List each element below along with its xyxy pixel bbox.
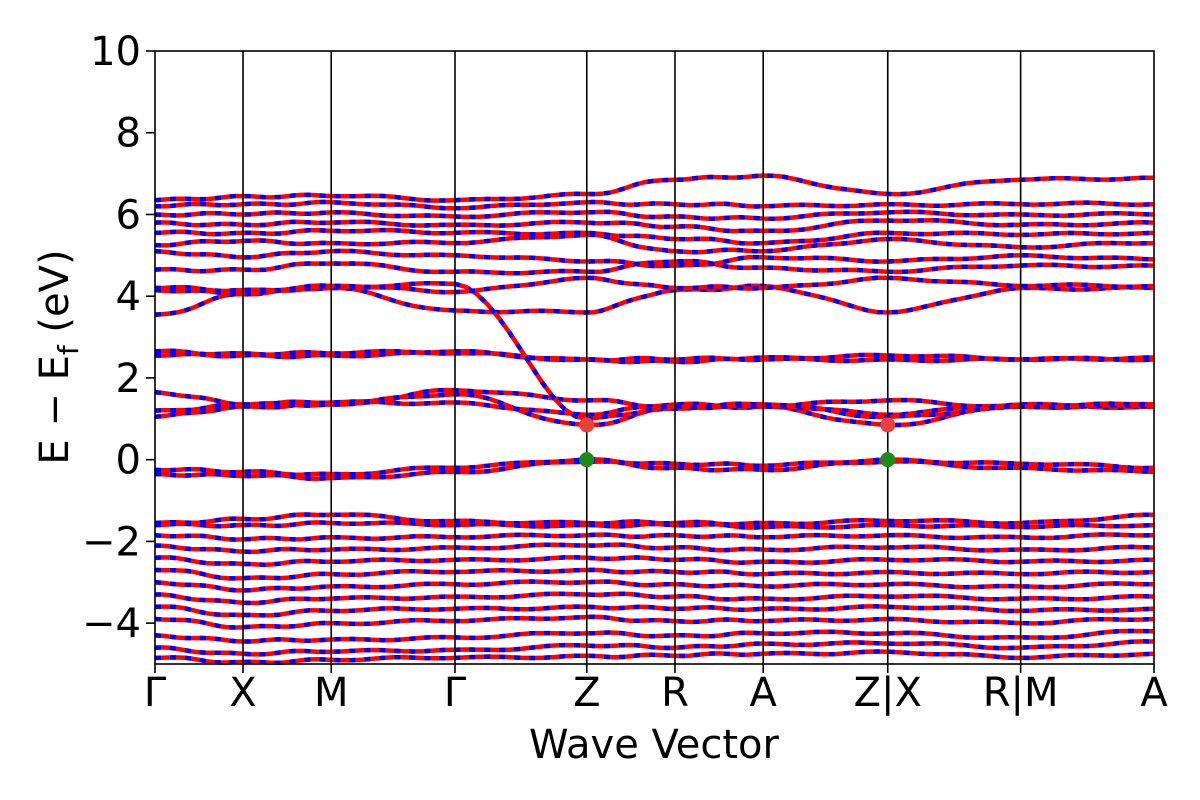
band-overlay-6 xyxy=(154,579,1154,593)
x-tick-label: M xyxy=(314,670,349,716)
band-line-30 xyxy=(154,173,1155,203)
band-overlay-11 xyxy=(154,520,1155,530)
y-axis-ticks: −4 −2 0 2 4 6 8 10 xyxy=(82,29,155,647)
bands-layer xyxy=(154,173,1155,666)
band-overlay-0 xyxy=(154,649,1155,666)
plot-frame xyxy=(154,50,1155,665)
band-overlay-9 xyxy=(154,542,1155,555)
high-symmetry-lines xyxy=(242,51,1022,664)
band-line-24 xyxy=(154,248,1155,269)
x-tick-label: A xyxy=(1140,670,1168,716)
marker-vbm-3 xyxy=(880,452,896,468)
x-tick-label: Γ xyxy=(444,670,467,716)
band-line-3 xyxy=(154,614,1155,630)
y-tick-label: 10 xyxy=(90,29,141,75)
band-line-26 xyxy=(154,227,1155,246)
x-tick-label: Γ xyxy=(144,670,167,716)
y-tick-label: 4 xyxy=(116,274,141,320)
band-line-14 xyxy=(154,457,1155,478)
y-tick-label: 2 xyxy=(116,356,141,402)
x-tick-label: Z|X xyxy=(854,670,922,716)
marker-cbm-2 xyxy=(880,417,896,433)
marker-cbm-0 xyxy=(579,417,595,433)
band-overlay-12 xyxy=(154,512,1154,527)
band-overlay-5 xyxy=(155,591,1155,606)
band-line-27 xyxy=(154,218,1155,234)
y-axis-label: E − Ef (eV) xyxy=(32,249,85,464)
band-overlay-28 xyxy=(154,209,1155,222)
x-tick-label: Z xyxy=(573,670,600,716)
band-overlay-29 xyxy=(154,199,1155,211)
band-overlay-2 xyxy=(154,628,1155,644)
band-edge-markers xyxy=(579,417,896,468)
y-tick-label: 8 xyxy=(116,111,141,157)
band-line-17 xyxy=(154,387,1155,411)
marker-vbm-1 xyxy=(579,452,595,468)
x-tick-label: R xyxy=(661,670,689,716)
band-overlay-8 xyxy=(154,555,1154,567)
x-tick-label: A xyxy=(750,670,778,716)
band-line-22 xyxy=(155,275,1155,295)
band-line-7 xyxy=(154,567,1155,581)
x-tick-label: X xyxy=(229,670,256,716)
y-tick-label: −2 xyxy=(82,519,141,565)
band-line-4 xyxy=(154,604,1155,618)
x-axis-ticks: Γ X M Γ Z R A Z|X R|M A xyxy=(144,664,1168,716)
band-overlay-18 xyxy=(154,350,1155,365)
band-overlay-19 xyxy=(154,348,1155,363)
band-line-25 xyxy=(154,232,1155,255)
band-overlay-1 xyxy=(154,639,1155,657)
x-tick-label: R|M xyxy=(983,670,1059,716)
y-tick-label: 6 xyxy=(116,192,141,238)
y-tick-label: −4 xyxy=(82,601,141,647)
y-tick-label: 0 xyxy=(116,438,141,484)
x-axis-label: Wave Vector xyxy=(529,722,780,768)
band-overlay-10 xyxy=(154,532,1155,542)
